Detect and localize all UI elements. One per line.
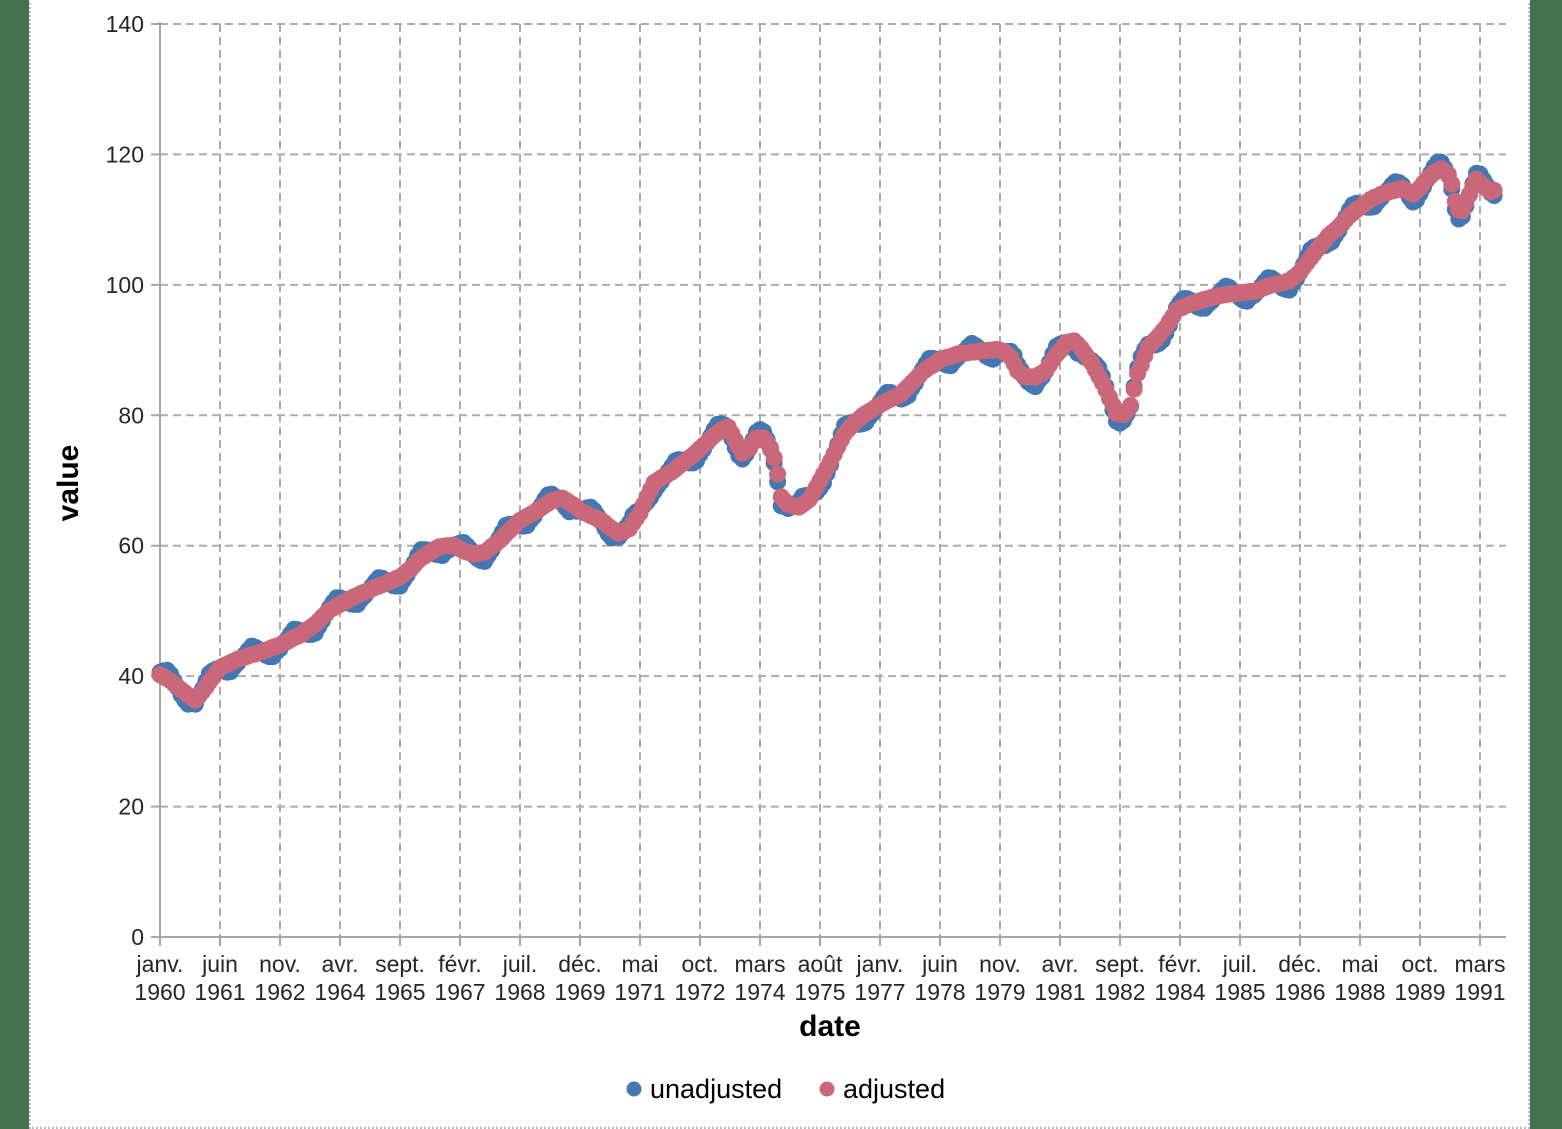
legend-marker-adjusted-icon — [819, 1081, 835, 1097]
legend-label-adjusted: adjusted — [843, 1074, 945, 1104]
y-axis-title: value — [52, 445, 85, 522]
svg-text:40: 40 — [118, 663, 144, 689]
svg-text:80: 80 — [118, 402, 144, 428]
legend-marker-unadjusted-icon — [626, 1081, 642, 1097]
svg-text:120: 120 — [106, 141, 144, 167]
svg-text:100: 100 — [106, 272, 144, 298]
svg-text:avr.1981: avr. 1981 — [1034, 951, 1085, 1005]
svg-text:juil.1968: juil. 1968 — [494, 951, 545, 1005]
svg-text:sept.1982: sept. 1982 — [1094, 951, 1145, 1005]
legend-label-unadjusted: unadjusted — [650, 1074, 782, 1104]
svg-text:déc.1969: déc. 1969 — [554, 951, 605, 1005]
svg-text:oct.1972: oct. 1972 — [674, 951, 725, 1005]
svg-text:20: 20 — [118, 794, 144, 820]
svg-text:janv.1977: janv. 1977 — [854, 951, 905, 1005]
series-adjusted-points — [151, 160, 1503, 709]
y-tick-labels: 0 20 40 60 80 100 120 140 — [106, 11, 144, 950]
svg-text:avr.1964: avr. 1964 — [314, 951, 365, 1005]
legend: unadjusted adjusted — [626, 1074, 945, 1104]
svg-text:0: 0 — [131, 924, 144, 950]
svg-text:140: 140 — [106, 11, 144, 37]
svg-text:déc.1986: déc. 1986 — [1274, 951, 1325, 1005]
svg-text:janv.1960: janv. 1960 — [134, 951, 185, 1005]
svg-text:févr.1967: févr. 1967 — [434, 951, 485, 1005]
axes — [151, 22, 1506, 946]
horizontal-gridlines — [160, 23, 1506, 808]
svg-text:nov.1962: nov. 1962 — [254, 951, 305, 1005]
svg-text:60: 60 — [118, 533, 144, 559]
x-axis-title: date — [799, 1010, 861, 1043]
vertical-gridlines — [219, 24, 1481, 937]
svg-text:oct.1989: oct. 1989 — [1394, 951, 1445, 1005]
svg-text:sept.1965: sept. 1965 — [374, 951, 425, 1005]
svg-text:juil.1985: juil. 1985 — [1214, 951, 1265, 1005]
svg-text:nov.1979: nov. 1979 — [974, 951, 1025, 1005]
svg-text:févr.1984: févr. 1984 — [1154, 951, 1205, 1005]
